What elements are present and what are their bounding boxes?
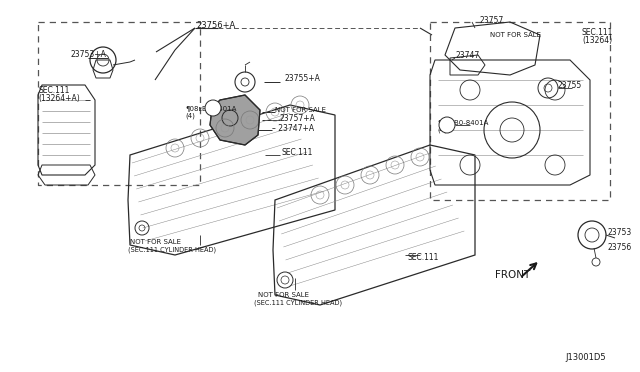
Text: 23756: 23756 (608, 244, 632, 253)
Text: 23757: 23757 (480, 16, 504, 25)
Text: 23755: 23755 (558, 80, 582, 90)
Text: 23756+A: 23756+A (196, 20, 236, 29)
Circle shape (205, 100, 221, 116)
Text: SEC.111: SEC.111 (282, 148, 314, 157)
Text: SEC.111: SEC.111 (38, 86, 69, 94)
Text: 23753: 23753 (608, 228, 632, 237)
Text: J13001D5: J13001D5 (565, 353, 605, 362)
Polygon shape (210, 95, 260, 145)
Text: SEC.111: SEC.111 (582, 28, 613, 36)
Text: – 23747+A: – 23747+A (272, 124, 314, 132)
Text: B: B (211, 106, 215, 110)
Text: (13264+A): (13264+A) (38, 93, 80, 103)
Text: NOT FOR SALE: NOT FOR SALE (130, 239, 181, 245)
Text: FRONT: FRONT (495, 270, 531, 280)
Text: 23755+A: 23755+A (285, 74, 321, 83)
Circle shape (439, 117, 455, 133)
Text: NOT FOR SALE: NOT FOR SALE (258, 292, 309, 298)
Text: 23757+A: 23757+A (280, 113, 316, 122)
Text: (4): (4) (185, 113, 195, 119)
Text: (SEC.111 CYLINDER HEAD): (SEC.111 CYLINDER HEAD) (254, 300, 342, 306)
Text: (13264): (13264) (582, 35, 612, 45)
Text: 23753+A: 23753+A (70, 49, 106, 58)
Text: 23747: 23747 (456, 51, 480, 60)
Text: (SEC.111 CYLINDER HEAD): (SEC.111 CYLINDER HEAD) (128, 247, 216, 253)
Text: NOT FOR SALE: NOT FOR SALE (275, 107, 326, 113)
Text: (4): (4) (437, 127, 447, 133)
Text: ¶08ᴇB0-8401A: ¶08ᴇB0-8401A (437, 119, 488, 125)
Text: SEC.111: SEC.111 (408, 253, 440, 263)
Text: NOT FOR SALE: NOT FOR SALE (490, 32, 541, 38)
Text: B: B (445, 122, 449, 128)
Text: ¶08ᴇB0-8401A: ¶08ᴇB0-8401A (185, 105, 236, 111)
